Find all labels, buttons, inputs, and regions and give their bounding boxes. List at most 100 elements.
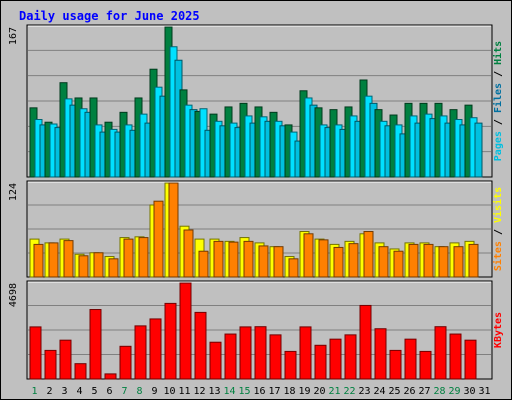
sites-bar xyxy=(303,233,314,278)
sites-bar xyxy=(333,246,344,278)
sites-bar xyxy=(108,258,119,278)
sites-bar xyxy=(393,250,404,278)
legend-sep: / xyxy=(493,65,504,83)
sites-bar xyxy=(33,243,44,278)
day-label: 4 xyxy=(76,386,82,397)
day-label: 23 xyxy=(358,386,370,397)
legend-hits: Hits xyxy=(492,41,504,65)
kbytes-bar xyxy=(149,318,162,380)
day-label: 14 xyxy=(223,386,235,397)
kbytes-bar xyxy=(269,334,282,380)
day-label: 20 xyxy=(313,386,325,397)
kbytes-bar xyxy=(209,341,222,380)
day-label: 22 xyxy=(343,386,355,397)
sites-bar xyxy=(258,245,269,278)
kbytes-bar xyxy=(164,302,177,380)
legend-sep: / xyxy=(493,113,504,131)
sites-bar xyxy=(213,240,224,278)
kbytes-bar xyxy=(329,338,342,380)
kbytes-bar xyxy=(59,339,72,380)
chart-title: Daily usage for June 2025 xyxy=(19,9,200,23)
hits-files-pages-panel: 167 Pages / Files / Hits xyxy=(8,24,504,178)
day-label: 13 xyxy=(208,386,220,397)
kbytes-bar xyxy=(239,326,252,380)
kbytes-bar xyxy=(119,345,132,380)
kbytes-bar xyxy=(89,309,102,380)
day-label: 19 xyxy=(298,386,310,397)
hits-files-pages-max-label: 167 xyxy=(8,27,19,45)
day-label: 2 xyxy=(46,386,52,397)
day-label: 9 xyxy=(151,386,157,397)
sites-bar xyxy=(273,246,284,278)
kbytes-bar xyxy=(134,325,147,380)
sites-bar xyxy=(468,243,479,278)
legend-kbytes: KBytes xyxy=(493,312,504,348)
sites-bar xyxy=(183,229,194,278)
kbytes-bar xyxy=(449,333,462,380)
sites-bar xyxy=(408,243,419,278)
sites-bar xyxy=(63,240,74,278)
day-label: 15 xyxy=(238,386,250,397)
legend-visits: Visits xyxy=(492,187,504,223)
day-label: 26 xyxy=(403,386,415,397)
sites-bar xyxy=(288,258,299,278)
legend-pages: Pages xyxy=(493,131,504,161)
visits-sites-max-label: 124 xyxy=(8,183,19,201)
sites-bar xyxy=(348,243,359,278)
sites-bar xyxy=(138,237,149,278)
kbytes-bar xyxy=(104,373,117,380)
day-label: 1 xyxy=(31,386,37,397)
day-label: 24 xyxy=(373,386,385,397)
day-label: 21 xyxy=(328,386,340,397)
sites-bar xyxy=(153,200,164,278)
kbytes-bar xyxy=(359,304,372,380)
kbytes-max-label: 4698 xyxy=(8,283,19,307)
day-label: 5 xyxy=(91,386,97,397)
kbytes-bar xyxy=(284,350,297,380)
kbytes-bar xyxy=(434,326,447,380)
kbytes-bar xyxy=(224,333,237,380)
kbytes-bar xyxy=(299,326,312,380)
sites-bar xyxy=(168,182,179,278)
kbytes-bar xyxy=(419,350,432,380)
pages-bar xyxy=(474,122,483,178)
kbytes-bar xyxy=(194,311,207,380)
kbytes-bar xyxy=(29,326,42,380)
kbytes-bar xyxy=(314,344,327,380)
kbytes-bar xyxy=(389,349,402,380)
sites-bar xyxy=(243,240,254,278)
day-label: 10 xyxy=(163,386,175,397)
kbytes-bar xyxy=(44,349,57,380)
day-label: 28 xyxy=(433,386,445,397)
day-label: 18 xyxy=(283,386,295,397)
sites-bar xyxy=(318,239,329,278)
kbytes-bar xyxy=(344,334,357,380)
kbytes-legend: KBytes xyxy=(493,312,504,348)
sites-bar xyxy=(378,246,389,278)
sites-bar xyxy=(228,241,239,278)
sites-bar xyxy=(363,231,374,278)
sites-bar xyxy=(93,252,104,278)
legend-sep: / xyxy=(493,223,504,241)
day-label: 17 xyxy=(268,386,280,397)
day-label: 27 xyxy=(418,386,430,397)
day-label: 8 xyxy=(136,386,142,397)
sites-bar xyxy=(438,246,449,278)
legend-files: Files xyxy=(492,83,504,113)
kbytes-bar xyxy=(179,282,192,380)
day-label: 6 xyxy=(106,386,112,397)
sites-bar xyxy=(453,246,464,278)
kbytes-bar xyxy=(74,363,87,380)
sites-bar xyxy=(423,243,434,278)
day-label: 16 xyxy=(253,386,265,397)
visits-sites-legend: Sites / Visits xyxy=(492,187,504,271)
legend-sites: Sites xyxy=(492,241,504,271)
sites-bar xyxy=(78,255,89,278)
day-label: 30 xyxy=(463,386,475,397)
day-label: 11 xyxy=(178,386,190,397)
sites-bar xyxy=(198,250,209,278)
sites-bar xyxy=(123,238,134,278)
kbytes-panel: 4698 KBytes xyxy=(8,280,504,380)
